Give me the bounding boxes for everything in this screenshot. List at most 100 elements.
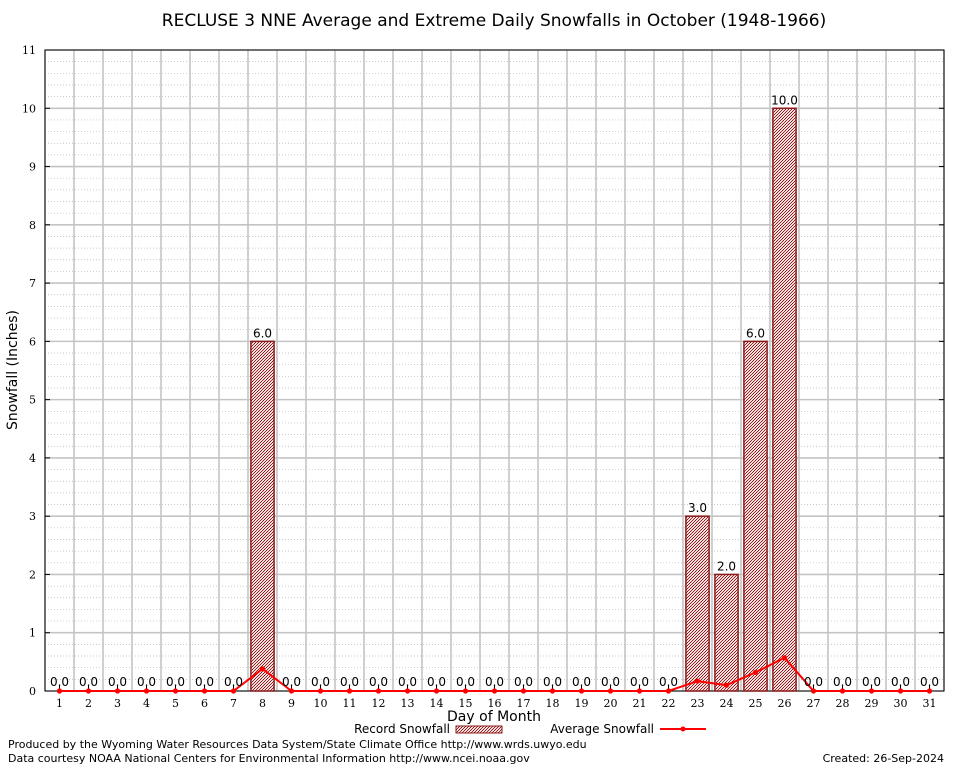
average-point: [810, 688, 817, 694]
bar-value-label: 0.0: [50, 675, 69, 689]
bar-value-label: 0.0: [920, 675, 939, 689]
average-point: [868, 688, 875, 694]
bar-value-label: 0.0: [398, 675, 417, 689]
bar-value-label: 0.0: [369, 675, 388, 689]
legend-record-label: Record Snowfall: [354, 722, 450, 736]
average-point: [433, 688, 440, 694]
y-tick-label: 7: [29, 277, 36, 290]
average-point: [143, 688, 150, 694]
average-point: [781, 655, 788, 661]
x-tick-label: 2: [85, 697, 92, 710]
average-point: [839, 688, 846, 694]
bar-value-label: 0.0: [340, 675, 359, 689]
y-tick-label: 6: [29, 335, 36, 348]
bar-value-label: 6.0: [253, 326, 272, 340]
record-bar: [743, 340, 768, 692]
x-tick-label: 16: [488, 697, 502, 710]
average-point: [897, 688, 904, 694]
y-tick-label: 1: [29, 627, 36, 640]
average-point: [288, 688, 295, 694]
bar-value-label: 6.0: [746, 326, 765, 340]
x-tick-label: 14: [430, 697, 444, 710]
x-tick-label: 7: [230, 697, 237, 710]
bar-value-label: 0.0: [862, 675, 881, 689]
y-tick-label: 11: [22, 44, 36, 57]
average-point: [172, 688, 179, 694]
average-point: [549, 688, 556, 694]
average-point: [462, 688, 469, 694]
average-point: [404, 688, 411, 694]
x-tick-label: 20: [604, 697, 618, 710]
bar-value-label: 0.0: [659, 675, 678, 689]
average-point: [346, 688, 353, 694]
average-point: [85, 688, 92, 694]
x-axis-title: Day of Month: [447, 709, 541, 725]
x-tick-label: 29: [865, 697, 879, 710]
y-axis-title: Snowfall (Inches): [5, 310, 21, 430]
bar-value-label: 0.0: [833, 675, 852, 689]
x-tick-label: 10: [314, 697, 328, 710]
x-tick-label: 6: [201, 697, 208, 710]
average-point: [56, 688, 63, 694]
legend-average-marker: [680, 726, 686, 732]
x-tick-label: 12: [372, 697, 386, 710]
average-point: [694, 678, 701, 684]
x-tick-label: 3: [114, 697, 121, 710]
average-point: [607, 688, 614, 694]
y-axis-ticks: 0 1 2 3 4 5 6 7 8 9 10 11: [22, 44, 944, 698]
record-bar: [714, 573, 739, 692]
x-tick-label: 30: [894, 697, 908, 710]
x-tick-label: 21: [633, 697, 647, 710]
record-bar: [250, 340, 275, 692]
average-point: [201, 688, 208, 694]
bar-value-label: 0.0: [514, 675, 533, 689]
x-tick-label: 26: [778, 697, 792, 710]
y-tick-label: 5: [29, 394, 36, 407]
legend-record-swatch: [455, 725, 503, 734]
x-tick-label: 28: [836, 697, 850, 710]
y-tick-label: 4: [29, 452, 36, 465]
footer-data-source: Data courtesy NOAA National Centers for …: [8, 752, 530, 765]
y-tick-label: 8: [29, 219, 36, 232]
bar-value-label: 10.0: [771, 93, 798, 107]
grid: [44, 49, 945, 692]
bar-value-label: 0.0: [427, 675, 446, 689]
x-tick-label: 18: [546, 697, 560, 710]
legend: Record Snowfall Average Snowfall: [354, 722, 706, 736]
y-tick-label: 2: [29, 568, 36, 581]
bar-value-label: 0.0: [891, 675, 910, 689]
bar-value-label: 0.0: [79, 675, 98, 689]
x-tick-label: 13: [401, 697, 415, 710]
average-point: [520, 688, 527, 694]
footer-created-date: Created: 26-Sep-2024: [823, 752, 944, 765]
bar-value-label: 0.0: [282, 675, 301, 689]
x-tick-label: 5: [172, 697, 179, 710]
bar-value-label: 3.0: [688, 501, 707, 515]
average-point: [491, 688, 498, 694]
y-tick-label: 3: [29, 510, 36, 523]
x-tick-label: 1: [56, 697, 63, 710]
bar-value-label: 0.0: [195, 675, 214, 689]
x-tick-label: 27: [807, 697, 821, 710]
record-bar: [772, 107, 797, 692]
bar-value-label: 0.0: [543, 675, 562, 689]
bar-value-label: 0.0: [804, 675, 823, 689]
bar-value-label: 0.0: [137, 675, 156, 689]
average-point: [578, 688, 585, 694]
bar-value-label: 0.0: [166, 675, 185, 689]
bar-value-label: 0.0: [601, 675, 620, 689]
x-tick-label: 15: [459, 697, 473, 710]
x-tick-label: 17: [517, 697, 531, 710]
x-tick-label: 22: [662, 697, 676, 710]
average-point: [723, 682, 730, 688]
y-tick-label: 10: [22, 102, 36, 115]
average-point: [665, 688, 672, 694]
plot-frame: [44, 49, 945, 692]
average-line: [56, 655, 933, 694]
x-tick-label: 4: [143, 697, 150, 710]
average-point: [375, 688, 382, 694]
legend-average-label: Average Snowfall: [550, 722, 654, 736]
bar-value-label: 0.0: [572, 675, 591, 689]
x-tick-label: 11: [343, 697, 357, 710]
